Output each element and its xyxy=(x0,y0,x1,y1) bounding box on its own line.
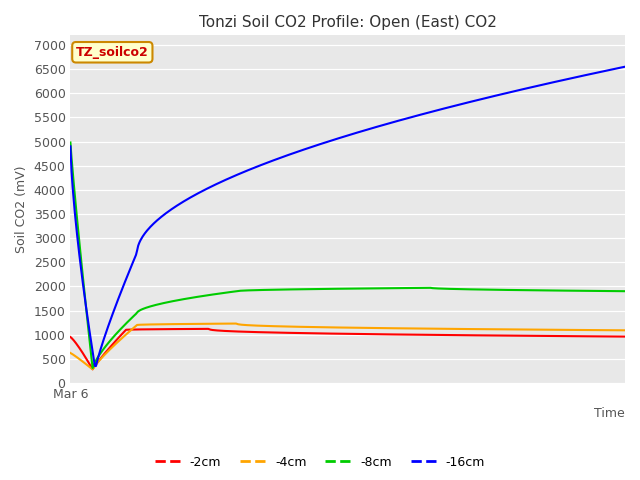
Legend: -2cm, -4cm, -8cm, -16cm: -2cm, -4cm, -8cm, -16cm xyxy=(150,451,490,474)
Title: Tonzi Soil CO2 Profile: Open (East) CO2: Tonzi Soil CO2 Profile: Open (East) CO2 xyxy=(199,15,497,30)
Y-axis label: Soil CO2 (mV): Soil CO2 (mV) xyxy=(15,166,28,253)
Text: Time: Time xyxy=(595,407,625,420)
Text: TZ_soilco2: TZ_soilco2 xyxy=(76,46,148,59)
